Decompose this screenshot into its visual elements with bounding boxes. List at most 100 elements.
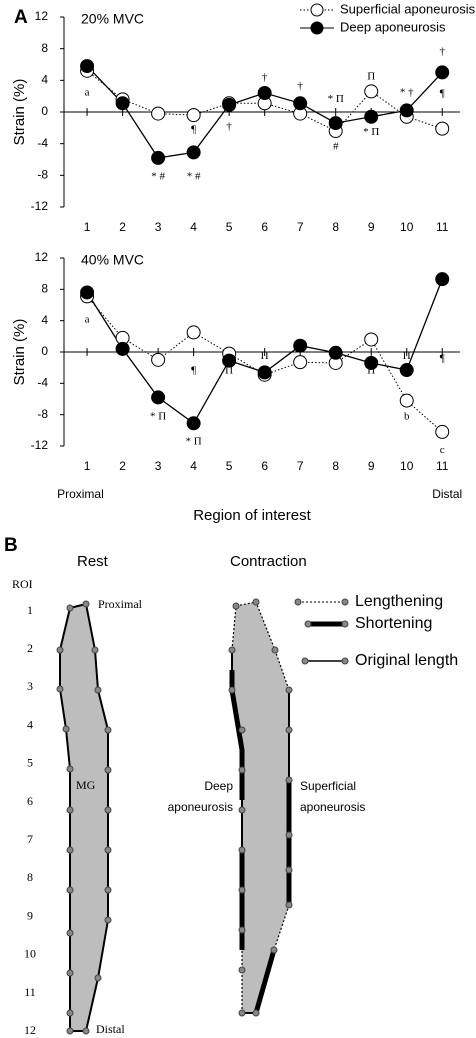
data-point bbox=[115, 96, 130, 111]
shortening-segment bbox=[229, 670, 245, 800]
annotation: † bbox=[262, 71, 268, 83]
contraction-title: Contraction bbox=[230, 553, 307, 570]
x-tick-label: 2 bbox=[119, 459, 126, 473]
landmark bbox=[238, 926, 246, 934]
annotation: Π bbox=[367, 364, 375, 376]
chart-title: 20% MVC bbox=[81, 11, 144, 27]
data-point bbox=[328, 116, 343, 131]
annotation: b bbox=[404, 411, 410, 423]
x-tick-label: 6 bbox=[261, 220, 268, 234]
landmark bbox=[66, 604, 74, 612]
lengthening-segment bbox=[231, 605, 237, 651]
roi-label: 10 bbox=[24, 947, 36, 961]
data-point bbox=[186, 325, 201, 340]
panel-label: A bbox=[14, 7, 28, 28]
landmark bbox=[82, 600, 90, 608]
x-tick-label: 9 bbox=[368, 220, 375, 234]
annotation: Π bbox=[367, 71, 375, 83]
x-tick-label: 2 bbox=[119, 220, 126, 234]
roi-label: 5 bbox=[27, 756, 33, 770]
x-tick-label: 11 bbox=[436, 459, 449, 473]
annotation: c bbox=[440, 444, 445, 456]
y-tick-label: 0 bbox=[41, 104, 48, 118]
legend-text: Lengthening bbox=[355, 593, 443, 610]
landmark bbox=[104, 766, 112, 774]
annotation: * # bbox=[187, 170, 201, 182]
legend-dot bbox=[301, 657, 309, 665]
annotation: † bbox=[226, 121, 232, 133]
landmark bbox=[66, 1009, 74, 1017]
roi-label: 9 bbox=[27, 908, 33, 922]
landmark bbox=[104, 726, 112, 734]
legend-marker bbox=[310, 3, 324, 17]
landmark bbox=[66, 886, 74, 894]
data-point bbox=[293, 355, 308, 370]
x-end-label: Proximal bbox=[57, 487, 104, 501]
x-tick-label: 7 bbox=[297, 220, 304, 234]
landmark bbox=[66, 1027, 74, 1035]
annotation: * Π bbox=[363, 126, 379, 138]
x-tick-label: 5 bbox=[226, 220, 233, 234]
landmark bbox=[271, 646, 279, 654]
roi-label: 1 bbox=[27, 603, 33, 617]
annotation: ¶ bbox=[191, 124, 196, 136]
x-tick-label: 6 bbox=[261, 459, 268, 473]
data-point bbox=[115, 341, 130, 356]
series-line bbox=[86, 70, 443, 132]
x-tick-label: 3 bbox=[155, 220, 162, 234]
y-tick-label: -12 bbox=[31, 438, 49, 452]
landmark bbox=[232, 602, 240, 610]
landmark bbox=[228, 686, 236, 694]
legend-label: Deep aponeurosis bbox=[340, 19, 446, 34]
superficial-label: aponeurosis bbox=[300, 800, 365, 814]
landmark bbox=[252, 598, 260, 606]
data-point bbox=[364, 84, 379, 99]
roi-label: 6 bbox=[27, 794, 33, 808]
lengthening-segment bbox=[235, 601, 290, 691]
annotation: ¶ bbox=[440, 87, 445, 99]
landmark bbox=[104, 916, 112, 924]
annotation: Π bbox=[261, 350, 269, 362]
landmark bbox=[104, 846, 112, 854]
series-line bbox=[86, 296, 443, 433]
annotation: ¶ bbox=[191, 364, 196, 376]
data-point bbox=[222, 353, 237, 368]
y-tick-label: 4 bbox=[41, 73, 48, 87]
legend-text: Original length bbox=[355, 652, 458, 669]
y-tick-label: 8 bbox=[41, 282, 48, 296]
roi-label: 7 bbox=[27, 832, 33, 846]
landmark bbox=[91, 646, 99, 654]
muscle-label: MG bbox=[76, 778, 96, 792]
data-point bbox=[222, 97, 237, 112]
landmark bbox=[66, 806, 74, 814]
landmark bbox=[94, 974, 102, 982]
x-tick-label: 1 bbox=[84, 459, 91, 473]
annotation: a bbox=[85, 313, 90, 325]
x-tick-label: 8 bbox=[332, 459, 339, 473]
y-tick-label: -8 bbox=[37, 168, 48, 182]
landmark bbox=[270, 946, 278, 954]
data-point bbox=[435, 424, 450, 439]
data-point bbox=[151, 106, 166, 121]
annotation: * † bbox=[400, 87, 414, 99]
legend-dot bbox=[304, 620, 312, 628]
data-point bbox=[399, 393, 414, 408]
landmark bbox=[66, 765, 74, 773]
y-axis-label: Strain (%) bbox=[11, 79, 28, 146]
annotation: Π bbox=[403, 350, 411, 362]
landmark bbox=[285, 726, 293, 734]
chart-title: 40% MVC bbox=[81, 252, 144, 268]
diagram-legend: Lengthening Shortening Original length bbox=[294, 593, 458, 669]
data-point bbox=[293, 96, 308, 111]
landmark bbox=[252, 1009, 260, 1017]
landmark bbox=[104, 806, 112, 814]
x-tick-label: 1 bbox=[84, 220, 91, 234]
roi-label: 12 bbox=[24, 1023, 36, 1037]
landmark bbox=[66, 929, 74, 937]
data-point bbox=[186, 108, 201, 123]
panel-label: B bbox=[4, 535, 18, 556]
y-tick-label: -4 bbox=[37, 376, 48, 390]
landmark bbox=[285, 776, 293, 784]
